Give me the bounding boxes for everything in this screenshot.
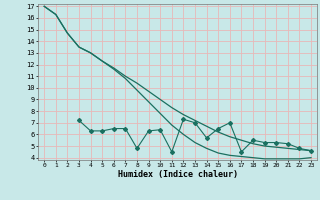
X-axis label: Humidex (Indice chaleur): Humidex (Indice chaleur) <box>118 170 238 179</box>
